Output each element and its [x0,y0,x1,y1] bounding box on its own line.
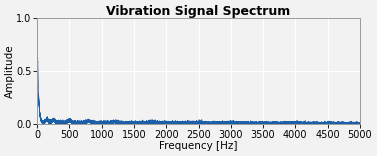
X-axis label: Frequency [Hz]: Frequency [Hz] [159,141,238,151]
Y-axis label: Amplitude: Amplitude [5,44,15,98]
Title: Vibration Signal Spectrum: Vibration Signal Spectrum [106,5,291,18]
